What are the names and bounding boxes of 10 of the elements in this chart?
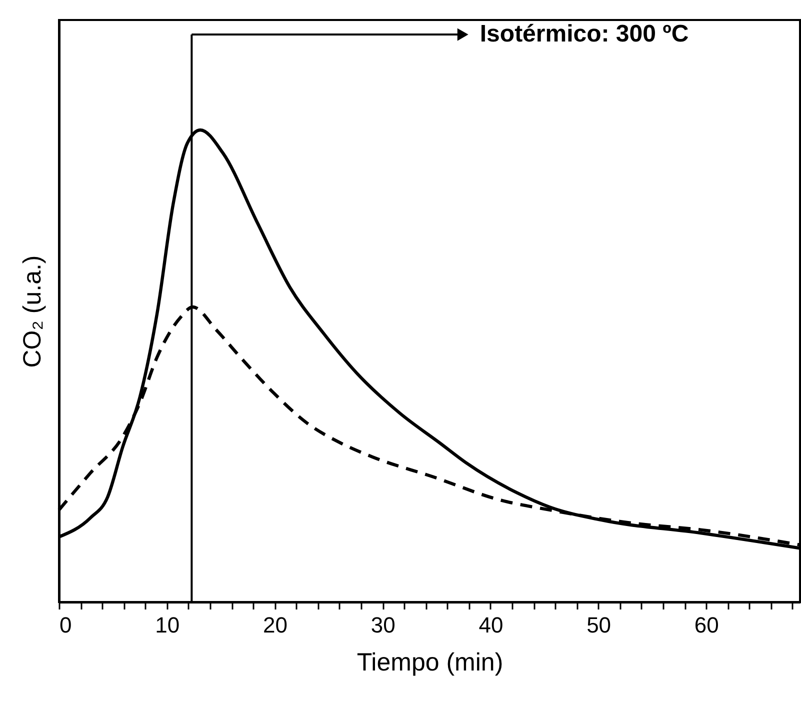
x-tick-label: 10 <box>155 612 180 638</box>
x-tick-label: 30 <box>370 612 396 638</box>
x-tick-label: 20 <box>262 612 288 638</box>
text: Isotérmico: 300 ºC <box>480 20 689 48</box>
y-axis-title: CO₂ (u.a.) <box>18 255 46 368</box>
x-tick-label: 0 <box>60 612 72 638</box>
x-tick-label: 60 <box>694 612 719 638</box>
x-axis-title: Tiempo (min) <box>356 648 504 676</box>
x-tick-label: 40 <box>478 612 504 638</box>
x-tick-label: 50 <box>586 612 612 638</box>
